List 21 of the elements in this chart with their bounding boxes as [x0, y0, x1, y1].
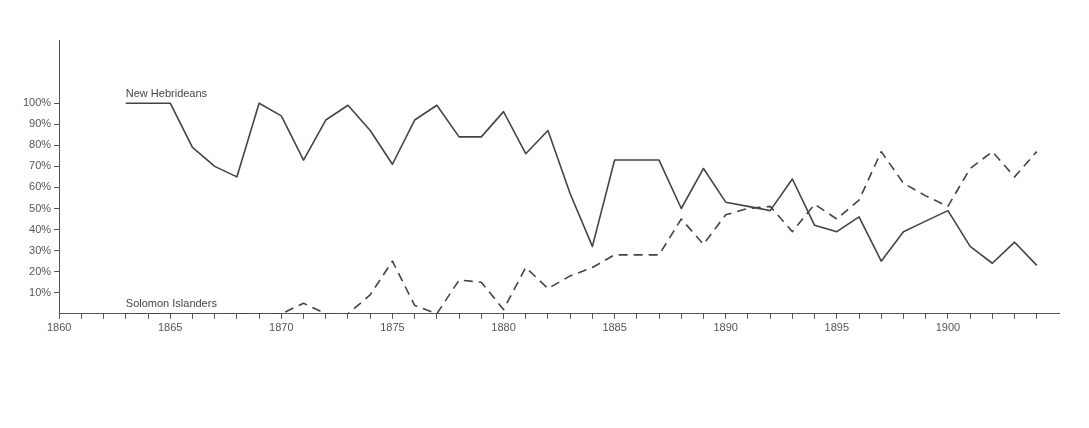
- y-tick-label: 20%: [29, 264, 52, 277]
- y-tick-label: 50%: [29, 201, 52, 214]
- series-label: New Hebrideans: [125, 86, 208, 99]
- y-tick-label: 10%: [29, 285, 52, 298]
- y-tick-label: 70%: [29, 159, 52, 172]
- y-tick-label: 90%: [29, 117, 52, 130]
- x-tick-label: 1900: [935, 321, 961, 334]
- y-tick-label: 60%: [29, 180, 52, 193]
- x-tick-label: 1895: [824, 321, 850, 334]
- x-tick-label: 1870: [269, 321, 294, 334]
- y-tick-label: 80%: [29, 138, 52, 151]
- y-tick-label: 40%: [29, 222, 52, 235]
- y-tick-label: 30%: [29, 243, 52, 256]
- series-label: Solomon Islanders: [125, 297, 218, 310]
- x-tick-label: 1875: [380, 321, 405, 334]
- x-tick-label: 1890: [713, 321, 738, 334]
- x-tick-label: 1885: [602, 321, 627, 334]
- x-tick-label: 1860: [46, 321, 72, 334]
- x-tick-label: 1880: [491, 321, 516, 334]
- y-tick-label: 100%: [22, 96, 52, 109]
- x-tick-label: 1865: [157, 321, 183, 334]
